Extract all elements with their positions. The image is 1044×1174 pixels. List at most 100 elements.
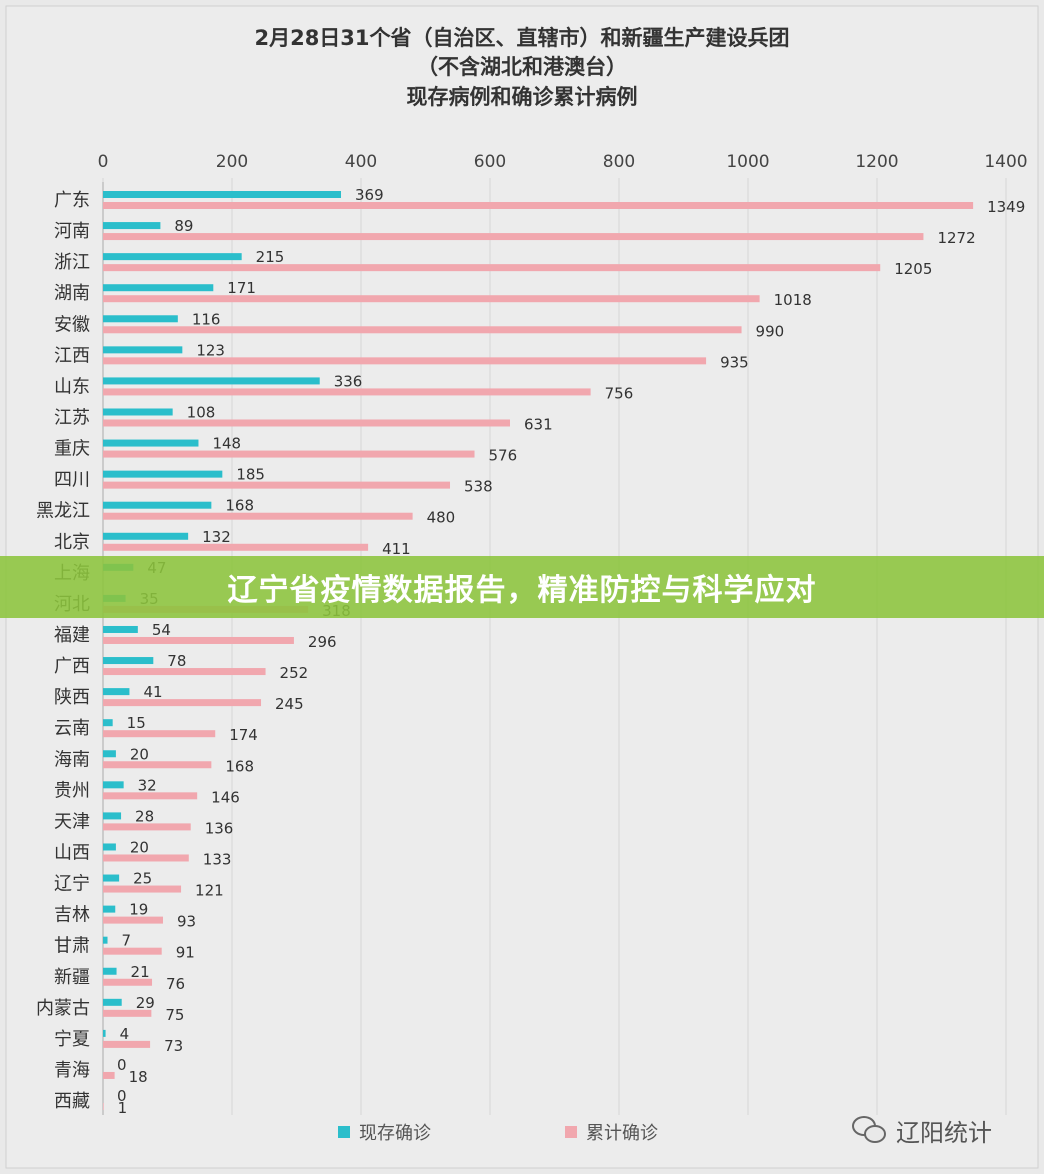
bar-current — [103, 812, 122, 820]
category-label: 吉林 — [54, 905, 90, 926]
data-label-current: 369 — [355, 186, 384, 204]
data-label-cumulative: 245 — [275, 695, 304, 713]
bar-current — [103, 346, 183, 354]
data-label-current: 21 — [131, 963, 150, 981]
data-label-cumulative: 1018 — [774, 291, 812, 309]
data-label-cumulative: 411 — [382, 540, 411, 558]
bar-cumulative — [103, 357, 707, 365]
data-label-cumulative: 538 — [464, 478, 493, 496]
data-label-cumulative: 133 — [203, 850, 232, 868]
bar-cumulative — [103, 450, 475, 458]
data-label-current: 89 — [174, 217, 193, 235]
data-label-current: 168 — [225, 497, 254, 515]
bar-current — [103, 625, 138, 633]
x-tick-label: 0 — [98, 152, 109, 172]
data-label-current: 7 — [122, 932, 132, 950]
category-label: 天津 — [54, 811, 90, 832]
category-label: 山西 — [54, 842, 90, 863]
bar-cumulative — [103, 481, 451, 489]
bar-current — [103, 843, 116, 851]
category-label: 贵州 — [54, 780, 90, 801]
data-label-current: 4 — [120, 1025, 130, 1043]
data-label-cumulative: 75 — [165, 1006, 184, 1024]
data-label-cumulative: 935 — [720, 353, 749, 371]
category-label: 宁夏 — [54, 1029, 90, 1050]
bar-current — [103, 967, 117, 975]
data-label-current: 0 — [117, 1056, 127, 1074]
data-label-cumulative: 1 — [118, 1099, 128, 1117]
data-label-cumulative: 990 — [756, 322, 785, 340]
bar-current — [103, 719, 113, 727]
category-label: 北京 — [54, 532, 90, 553]
bar-cumulative — [103, 854, 189, 862]
bar-cumulative — [103, 1103, 104, 1111]
x-tick-label: 800 — [603, 152, 635, 172]
banner-text: 辽宁省疫情数据报告，精准防控与科学应对 — [227, 573, 817, 608]
category-label: 黑龙江 — [36, 501, 90, 522]
bar-cumulative — [103, 202, 974, 209]
x-tick-label: 1200 — [855, 152, 898, 172]
bar-cumulative — [103, 978, 153, 986]
data-label-current: 28 — [135, 807, 154, 825]
data-label-cumulative: 121 — [195, 882, 224, 900]
legend-label: 累计确诊 — [586, 1123, 658, 1144]
bar-current — [103, 905, 116, 913]
data-label-current: 15 — [127, 714, 146, 732]
bar-current — [103, 936, 108, 944]
legend-swatch — [338, 1126, 350, 1138]
bar-cumulative — [103, 1040, 151, 1048]
x-tick-label: 400 — [345, 152, 377, 172]
bar-current — [103, 874, 120, 882]
bar-cumulative — [103, 947, 162, 955]
data-label-cumulative: 93 — [177, 913, 196, 931]
data-label-current: 132 — [202, 528, 231, 546]
data-label-cumulative: 576 — [489, 447, 518, 465]
bar-cumulative — [103, 1071, 115, 1079]
data-label-cumulative: 631 — [524, 415, 553, 433]
data-label-cumulative: 174 — [229, 726, 258, 744]
bar-cumulative — [103, 233, 924, 241]
data-label-cumulative: 18 — [129, 1068, 148, 1086]
bar-cumulative — [103, 730, 216, 738]
bar-current — [103, 470, 223, 478]
data-label-current: 41 — [143, 683, 162, 701]
legend-label: 现存确诊 — [359, 1123, 431, 1144]
bar-cumulative — [103, 388, 591, 396]
data-label-current: 54 — [152, 621, 171, 639]
data-label-current: 78 — [167, 652, 186, 670]
data-label-current: 19 — [129, 901, 148, 919]
bar-cumulative — [103, 543, 369, 551]
data-label-current: 25 — [133, 870, 152, 888]
category-label: 山东 — [54, 376, 90, 397]
data-label-cumulative: 1349 — [987, 198, 1025, 216]
data-label-current: 171 — [227, 279, 256, 297]
watermark: 辽阳统计 — [852, 1110, 992, 1150]
category-label: 广西 — [54, 656, 90, 677]
data-label-cumulative: 480 — [427, 509, 456, 527]
category-label: 浙江 — [54, 252, 90, 273]
category-label: 湖南 — [54, 283, 90, 304]
bar-current — [103, 532, 189, 540]
legend-swatch — [565, 1126, 577, 1138]
category-label: 江苏 — [54, 407, 90, 428]
bar-cumulative — [103, 761, 212, 769]
data-label-cumulative: 146 — [211, 788, 240, 806]
data-label-cumulative: 73 — [164, 1037, 183, 1055]
bar-current — [103, 253, 242, 261]
data-label-current: 108 — [187, 403, 216, 421]
data-label-current: 32 — [138, 776, 157, 794]
overlay-banner: 辽宁省疫情数据报告，精准防控与科学应对 — [0, 556, 1044, 618]
data-label-cumulative: 91 — [176, 944, 195, 962]
bar-current — [103, 222, 161, 230]
x-tick-label: 1000 — [726, 152, 769, 172]
category-label: 福建 — [54, 625, 90, 646]
category-label: 陕西 — [54, 687, 90, 708]
category-label: 安徽 — [54, 314, 90, 335]
chart-title-line: 2月28日31个省（自治区、直辖市）和新疆生产建设兵团 — [254, 26, 789, 50]
category-label: 广东 — [54, 190, 90, 211]
bar-current — [103, 657, 154, 665]
bar-current — [103, 781, 124, 789]
data-label-current: 116 — [192, 310, 221, 328]
data-label-current: 0 — [117, 1087, 127, 1105]
bar-current — [103, 408, 173, 416]
